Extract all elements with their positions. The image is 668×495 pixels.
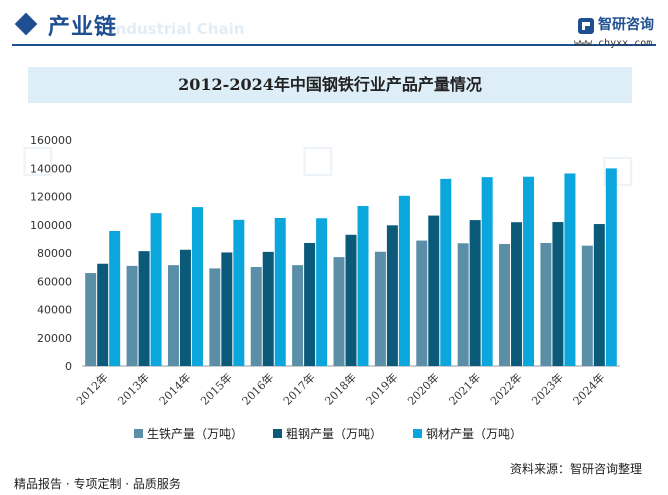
bar: [126, 265, 138, 366]
bar: [593, 224, 605, 366]
x-tick-label: 2015年: [197, 370, 234, 407]
bar: [564, 173, 576, 366]
x-tick-label: 2019年: [363, 370, 400, 407]
bar: [605, 168, 617, 366]
bar: [357, 205, 369, 366]
bar: [97, 263, 109, 366]
x-tick-label: 2023年: [529, 370, 566, 407]
bar: [428, 215, 440, 366]
x-tick-label: 2017年: [280, 370, 317, 407]
x-tick-label: 2014年: [156, 370, 193, 407]
bar: [304, 242, 316, 366]
bar: [262, 251, 274, 366]
y-tick-label: 120000: [30, 191, 72, 204]
header: Industrial Chain 产业链 智研咨询 www.chyxx.com: [0, 0, 668, 56]
bar: [179, 249, 191, 366]
bar: [109, 230, 121, 366]
legend-swatch: [413, 429, 422, 438]
bar: [274, 217, 286, 366]
legend-label: 粗钢产量（万吨）: [286, 427, 382, 441]
y-tick-label: 40000: [37, 304, 72, 317]
chart-title: 2012-2024年中国钢铁行业产品产量情况: [178, 75, 482, 94]
bar: [138, 251, 150, 366]
bar: [457, 243, 469, 366]
bar: [469, 220, 481, 366]
bar: [191, 207, 203, 366]
bar: [316, 218, 328, 366]
brand-name: 智研咨询: [598, 17, 654, 33]
legend-swatch: [134, 429, 143, 438]
x-tick-label: 2012年: [73, 370, 110, 407]
y-tick-label: 100000: [30, 219, 72, 232]
legend-label: 钢材产量（万吨）: [426, 427, 522, 441]
bar: [233, 219, 245, 366]
y-tick-label: 160000: [30, 134, 72, 147]
x-tick-label: 2018年: [322, 370, 359, 407]
bar: [499, 243, 511, 366]
section-watermark: Industrial Chain: [110, 20, 245, 38]
y-tick-label: 80000: [37, 247, 72, 260]
x-tick-label: 2024年: [570, 370, 607, 407]
bar: [167, 265, 179, 366]
title-band: [28, 67, 632, 103]
source-note: 资料来源：智研咨询整理: [510, 462, 643, 476]
y-tick-label: 140000: [30, 162, 72, 175]
bar: [481, 177, 493, 366]
footer-tagline: 精品报告 · 专项定制 · 品质服务: [14, 477, 181, 491]
bar: [333, 257, 345, 366]
y-tick-label: 0: [65, 360, 72, 373]
bar: [292, 265, 304, 366]
bar: [374, 251, 386, 366]
header-rule: [12, 44, 656, 46]
bar: [511, 222, 523, 366]
x-tick-label: 2020年: [404, 370, 441, 407]
bar: [523, 176, 535, 366]
bar: [85, 273, 97, 366]
x-tick-label: 2022年: [487, 370, 524, 407]
bar: [581, 245, 593, 366]
bar: [552, 222, 564, 366]
section-title: 产业链: [48, 15, 118, 40]
legend-label: 生铁产量（万吨）: [147, 427, 243, 441]
bar: [250, 266, 262, 366]
brand-url: www.chyxx.com: [574, 38, 653, 49]
bar: [416, 240, 428, 366]
bar: [150, 213, 162, 366]
bar: [398, 195, 410, 366]
x-tick-label: 2013年: [115, 370, 152, 407]
bar: [540, 242, 552, 366]
brand-logo-icon: [578, 18, 594, 34]
y-tick-label: 60000: [37, 275, 72, 288]
x-tick-label: 2016年: [239, 370, 276, 407]
bar: [209, 268, 221, 366]
bar: [221, 252, 233, 366]
y-tick-label: 20000: [37, 332, 72, 345]
bar: [386, 225, 398, 366]
bar: [345, 234, 357, 366]
bar: [440, 178, 452, 366]
x-tick-label: 2021年: [446, 370, 483, 407]
legend-swatch: [273, 429, 282, 438]
